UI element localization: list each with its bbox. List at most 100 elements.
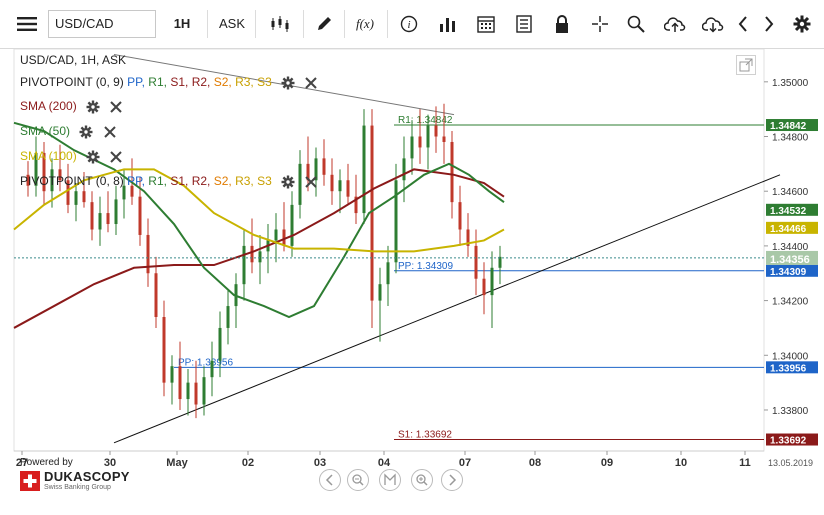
axis-ind-1-box <box>766 221 818 234</box>
nav-back-button[interactable] <box>319 469 341 491</box>
gear-icon[interactable] <box>79 125 93 139</box>
candle-body <box>306 163 310 181</box>
candle-body <box>370 125 374 301</box>
axis-s1-label: 1.33692 <box>770 436 807 447</box>
branding: Powered by DUKASCOPY Swiss Banking Group <box>20 457 130 492</box>
calendar-icon <box>477 15 495 33</box>
settings-button[interactable] <box>788 8 816 39</box>
gear-icon[interactable] <box>281 76 295 90</box>
zoom-button[interactable] <box>620 8 652 39</box>
chart-area[interactable]: 1.33800 1.34000 1.34200 1.34400 1.34600 1.348… <box>0 49 824 515</box>
toolbar-separator <box>387 10 388 38</box>
candle-body <box>314 158 318 181</box>
period-button[interactable]: 1H <box>173 16 191 31</box>
axis-ind-0-box <box>766 203 818 216</box>
trendline-lower[interactable] <box>113 174 781 444</box>
price-chart[interactable]: 1.33800 1.34000 1.34200 1.34400 1.34600 1.348… <box>0 49 824 515</box>
plot-frame <box>13 49 765 452</box>
scroll-left-button[interactable] <box>732 8 754 39</box>
news-button[interactable] <box>508 8 540 39</box>
candle-body <box>498 256 502 268</box>
calendar-button[interactable] <box>470 8 502 39</box>
scroll-right-button[interactable] <box>758 8 780 39</box>
axis-current-price-box <box>766 250 818 265</box>
chart-type-button[interactable] <box>262 8 298 39</box>
side-button[interactable]: ASK <box>218 16 245 31</box>
draw-button[interactable] <box>308 8 340 39</box>
candle-body <box>434 125 438 137</box>
brand-name: DUKASCOPY <box>44 469 130 484</box>
candle-body <box>122 185 126 200</box>
candle-body <box>490 267 494 296</box>
close-icon[interactable] <box>304 175 318 189</box>
svg-text:i: i <box>407 19 410 31</box>
sma100-legend: SMA (100) <box>20 149 123 164</box>
candle-body <box>378 284 382 301</box>
candle-body <box>402 158 406 181</box>
candle-body <box>274 229 278 241</box>
axis-ind-0-label: 1.34532 <box>770 206 807 217</box>
candle-body <box>146 234 150 274</box>
reset-zoom-button[interactable] <box>379 469 401 491</box>
gear-icon[interactable] <box>86 150 100 164</box>
x-tick-label: 03 <box>314 457 326 469</box>
r3-label: R3, <box>235 75 254 89</box>
indicators-button[interactable]: f(x) <box>355 15 375 31</box>
candle-body <box>82 191 86 203</box>
s2-label: S2, <box>213 75 232 89</box>
candle-body <box>338 180 342 192</box>
candle-body <box>298 163 302 205</box>
close-icon[interactable] <box>109 150 123 164</box>
y-tick-label: 1.34000 <box>772 351 809 362</box>
trendline-upper[interactable] <box>113 53 455 116</box>
gear-icon[interactable] <box>86 100 100 114</box>
candle-body <box>114 199 118 225</box>
menu-button[interactable] <box>10 8 44 39</box>
symbol-input[interactable]: USD/CAD <box>48 10 156 38</box>
candle-body <box>330 174 334 192</box>
expand-icon <box>739 58 753 72</box>
sma100-label: SMA (100) <box>20 149 77 163</box>
s1-label: S1, <box>170 75 189 89</box>
gear-icon[interactable] <box>281 175 295 189</box>
volume-button[interactable] <box>432 8 464 39</box>
level-label-pp-prev: PP: 1.33956 <box>178 357 233 368</box>
candle-body <box>362 125 366 214</box>
y-tick-label: 1.35000 <box>772 78 809 89</box>
candle-body <box>202 377 206 405</box>
level-label-s1: S1: 1.33692 <box>398 430 452 441</box>
pp-label: PP, <box>127 174 145 188</box>
close-icon[interactable] <box>103 125 117 139</box>
close-icon[interactable] <box>304 76 318 90</box>
upload-button[interactable] <box>658 8 692 39</box>
expand-button[interactable] <box>736 55 756 75</box>
cloud-download-icon <box>702 16 724 33</box>
s2-label: S2, <box>213 174 232 188</box>
sma50-line <box>13 121 505 319</box>
candles-icon <box>271 15 289 32</box>
nav-forward-button[interactable] <box>441 469 463 491</box>
hamburger-icon <box>17 16 37 31</box>
sma100-line <box>13 168 505 253</box>
x-tick-label: 10 <box>675 457 687 469</box>
r1-label: R1, <box>148 174 167 188</box>
crosshair-button[interactable] <box>584 8 616 39</box>
zoom-out-button[interactable] <box>347 469 369 491</box>
r3-label: R3, <box>235 174 254 188</box>
lock-button[interactable] <box>546 8 578 39</box>
r2-label: R2, <box>191 75 211 89</box>
candle-body <box>458 202 462 230</box>
close-icon[interactable] <box>109 100 123 114</box>
download-button[interactable] <box>696 8 730 39</box>
info-button[interactable]: i <box>392 8 426 39</box>
axis-current-price-label: 1.34356 <box>770 254 810 266</box>
nav-buttons-group <box>319 469 463 491</box>
pivot-legend-2: PIVOTPOINT (0, 8) PP, R1, S1, R2, S2, R3… <box>20 174 318 189</box>
candle-body <box>58 169 62 181</box>
candle-body <box>106 213 110 225</box>
candle-body <box>226 306 230 328</box>
x-tick-label: 02 <box>242 457 254 469</box>
candle-body <box>354 196 358 214</box>
toolbar-separator <box>344 10 345 38</box>
zoom-in-button[interactable] <box>411 469 433 491</box>
